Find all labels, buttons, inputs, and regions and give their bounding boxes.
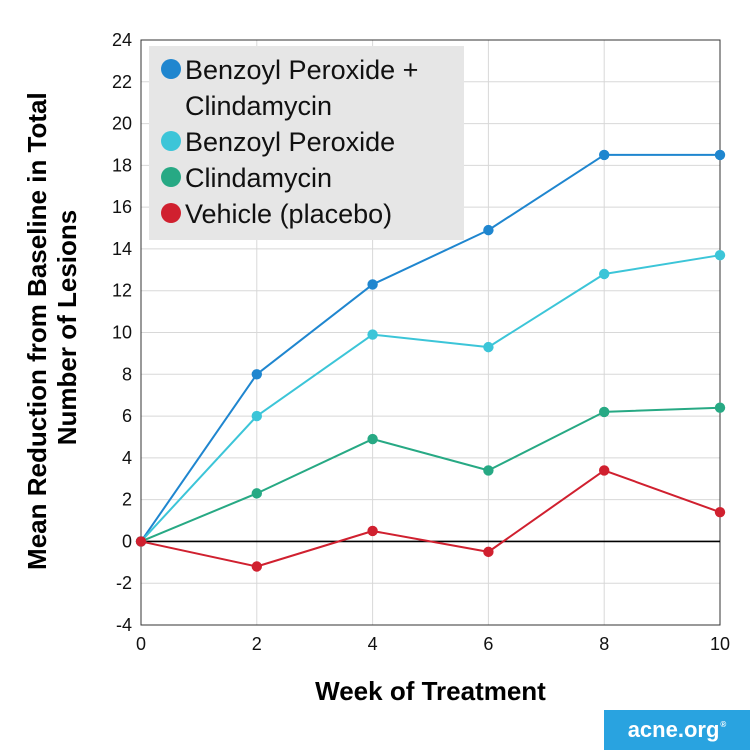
acne-org-logo: acne.org ® — [604, 710, 750, 750]
data-point — [251, 410, 262, 422]
data-point — [135, 536, 147, 547]
y-tick-label: 8 — [122, 364, 132, 384]
y-tick-label: 6 — [122, 406, 132, 426]
data-point — [483, 224, 494, 236]
x-tick-label: 6 — [483, 634, 493, 654]
data-point — [483, 546, 494, 558]
data-point — [714, 402, 726, 413]
legend-label: Vehicle (placebo) — [185, 199, 392, 229]
legend-marker — [161, 131, 181, 151]
y-tick-label: -4 — [116, 615, 132, 635]
x-axis-title: Week of Treatment — [315, 676, 546, 706]
data-point — [714, 506, 726, 518]
data-point — [251, 488, 262, 499]
y-tick-label: 2 — [122, 490, 132, 510]
y-tick-label: -2 — [116, 573, 132, 593]
data-point — [251, 561, 262, 572]
series-line — [140, 469, 721, 568]
y-tick-label: 18 — [112, 155, 132, 175]
data-point — [714, 149, 726, 161]
data-point — [483, 341, 494, 353]
y-tick-label: 24 — [112, 30, 132, 50]
data-point — [599, 268, 610, 280]
data-point — [251, 369, 262, 380]
x-axis-ticks: 0 2 4 6 8 10 — [136, 634, 730, 654]
x-tick-label: 8 — [599, 634, 609, 654]
y-tick-label: 0 — [122, 531, 132, 551]
y-axis-title: Mean Reduction from Baseline in Total Nu… — [22, 85, 82, 570]
x-tick-label: 4 — [368, 634, 378, 654]
y-tick-label: 4 — [122, 448, 132, 468]
data-point — [714, 249, 726, 261]
legend-marker — [161, 203, 181, 223]
data-point — [367, 279, 378, 290]
x-tick-label: 0 — [136, 634, 146, 654]
legend-label: Benzoyl Peroxide + — [185, 55, 418, 85]
legend-label: Benzoyl Peroxide — [185, 127, 395, 157]
data-point — [367, 525, 378, 537]
series-group — [135, 149, 726, 572]
legend-marker — [161, 167, 181, 187]
y-tick-label: 10 — [112, 323, 132, 343]
y-tick-label: 22 — [112, 72, 132, 92]
data-point — [599, 465, 610, 476]
brand-text: acne.org — [627, 717, 720, 742]
data-point — [367, 433, 378, 445]
legend-label: Clindamycin — [185, 163, 332, 193]
y-axis-title-line-2: Number of Lesions — [52, 210, 82, 445]
data-point — [599, 149, 610, 161]
y-tick-label: 16 — [112, 197, 132, 217]
y-axis-title-line-1: Mean Reduction from Baseline in Total — [22, 92, 52, 570]
plot-frame — [140, 39, 721, 626]
data-point — [483, 465, 494, 476]
legend-label: Clindamycin — [185, 91, 332, 121]
y-tick-label: 20 — [112, 114, 132, 134]
legend-marker — [161, 59, 181, 79]
legend-box — [149, 46, 464, 240]
data-point — [367, 329, 378, 340]
registered-mark: ® — [720, 720, 727, 729]
x-tick-label: 2 — [252, 634, 262, 654]
data-point — [599, 406, 610, 418]
y-tick-label: 14 — [112, 239, 132, 259]
legend: Benzoyl Peroxide + Clindamycin Benzoyl Per… — [149, 46, 464, 240]
series-line — [140, 254, 721, 543]
series-line — [140, 153, 720, 542]
y-tick-label: 12 — [112, 281, 132, 301]
x-tick-label: 10 — [710, 634, 730, 654]
series-line — [140, 406, 721, 543]
